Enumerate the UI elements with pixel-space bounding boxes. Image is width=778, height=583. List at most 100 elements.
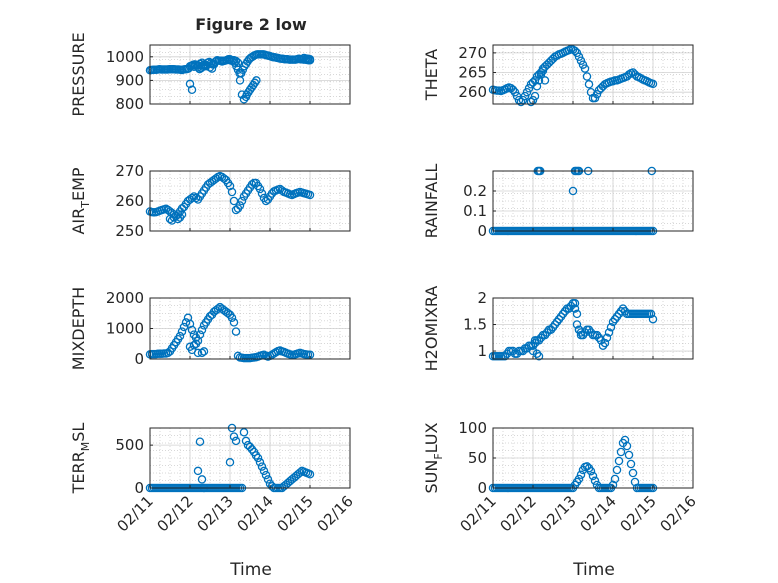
y-tick-label: 0.1 bbox=[463, 202, 487, 220]
data-point bbox=[576, 328, 586, 337]
x-tick-label: 02/12 bbox=[154, 492, 197, 535]
data-point bbox=[199, 347, 209, 356]
x-axis-label-right: Time bbox=[572, 560, 615, 580]
data-point bbox=[648, 314, 658, 324]
y-axis-label: THETA bbox=[422, 49, 441, 101]
data-point bbox=[252, 76, 261, 85]
data-point bbox=[177, 327, 187, 336]
data-point bbox=[229, 432, 239, 441]
data-point bbox=[530, 336, 540, 345]
data-point bbox=[237, 196, 247, 206]
data-point bbox=[648, 79, 658, 89]
data-point bbox=[512, 91, 522, 101]
x-tick-label: 02/13 bbox=[194, 492, 237, 535]
axes-box bbox=[149, 44, 351, 105]
subplot-terr: 0 500 TERRMSL 02/1102/1202/1302/1402/1502/1… bbox=[69, 423, 357, 536]
data-point bbox=[546, 325, 556, 335]
data-point bbox=[570, 46, 580, 56]
data-point bbox=[209, 60, 219, 69]
data-point bbox=[624, 450, 634, 460]
data-point bbox=[600, 338, 610, 348]
data-point bbox=[572, 320, 582, 329]
data-point bbox=[257, 189, 267, 198]
data-point bbox=[622, 441, 632, 451]
subplot-rainfall: 0 0.1 0.2 RAINFALL bbox=[422, 164, 694, 240]
data-point bbox=[532, 82, 542, 91]
data-point bbox=[610, 474, 620, 484]
y-tick-label: 270 bbox=[115, 162, 144, 180]
data-point bbox=[572, 309, 582, 319]
data-point bbox=[568, 186, 578, 196]
axes-box bbox=[492, 170, 694, 232]
data-point bbox=[592, 89, 602, 99]
x-tick-label: 02/12 bbox=[497, 492, 540, 535]
axes-box bbox=[492, 297, 694, 360]
data-point bbox=[175, 331, 185, 341]
x-tick-label: 02/16 bbox=[314, 492, 357, 535]
data-point bbox=[540, 330, 550, 340]
y-tick-label: 500 bbox=[115, 436, 144, 454]
data-point bbox=[550, 320, 560, 329]
data-point bbox=[532, 349, 542, 358]
data-point bbox=[564, 304, 574, 313]
y-axis-label: RAINFALL bbox=[422, 164, 441, 239]
data-point bbox=[590, 476, 600, 486]
data-point bbox=[602, 333, 612, 343]
data-point bbox=[181, 318, 191, 327]
data-point bbox=[578, 330, 588, 340]
data-point bbox=[225, 54, 235, 64]
y-tick-label: 2 bbox=[477, 289, 487, 307]
data-point bbox=[241, 436, 251, 446]
data-point bbox=[253, 453, 263, 463]
data-point bbox=[247, 180, 257, 189]
data-point bbox=[530, 91, 540, 101]
data-point bbox=[628, 468, 638, 478]
data-point bbox=[227, 187, 237, 197]
data-point bbox=[614, 456, 624, 466]
y-tick-label: 1 bbox=[477, 342, 487, 360]
y-tick-label: 50 bbox=[468, 449, 487, 467]
y-tick-label: 2000 bbox=[106, 289, 144, 307]
y-tick-label: 100 bbox=[458, 419, 487, 437]
data-point bbox=[255, 184, 265, 194]
data-point bbox=[197, 475, 207, 484]
y-tick-label: 265 bbox=[458, 64, 487, 82]
y-tick-label: 0 bbox=[477, 222, 487, 240]
data-point bbox=[195, 437, 205, 446]
figure-title: Figure 2 low bbox=[195, 15, 307, 34]
data-point bbox=[217, 57, 227, 66]
data-point bbox=[576, 56, 586, 65]
x-tick-label: 02/11 bbox=[457, 492, 500, 535]
data-point bbox=[239, 95, 249, 104]
data-point bbox=[187, 325, 197, 335]
data-point bbox=[231, 327, 241, 336]
y-axis-label: H2OMIXRA bbox=[422, 286, 441, 372]
y-tick-label: 800 bbox=[115, 95, 144, 113]
x-tick-label: 02/13 bbox=[537, 492, 580, 535]
data-point bbox=[235, 76, 245, 85]
data-point bbox=[259, 466, 269, 476]
data-point bbox=[596, 84, 606, 93]
data-point bbox=[257, 462, 267, 471]
data-point bbox=[177, 210, 187, 219]
data-point bbox=[193, 348, 203, 358]
data-point bbox=[524, 84, 534, 93]
data-point bbox=[185, 79, 195, 89]
data-point bbox=[576, 470, 586, 480]
data-point bbox=[508, 85, 518, 95]
x-tick-label: 02/14 bbox=[234, 492, 277, 535]
y-tick-label: 0 bbox=[134, 350, 144, 368]
y-axis-label: TERRMSL bbox=[69, 423, 92, 495]
data-point bbox=[233, 58, 243, 67]
data-point bbox=[197, 325, 207, 335]
y-axis-label: SUNFLUX bbox=[422, 422, 445, 493]
data-point bbox=[616, 447, 626, 457]
x-tick-label: 02/11 bbox=[114, 492, 157, 535]
x-tick-label: 02/16 bbox=[657, 492, 700, 535]
data-point bbox=[261, 470, 271, 480]
x-tick-label: 02/14 bbox=[577, 492, 620, 535]
data-point bbox=[626, 459, 636, 469]
